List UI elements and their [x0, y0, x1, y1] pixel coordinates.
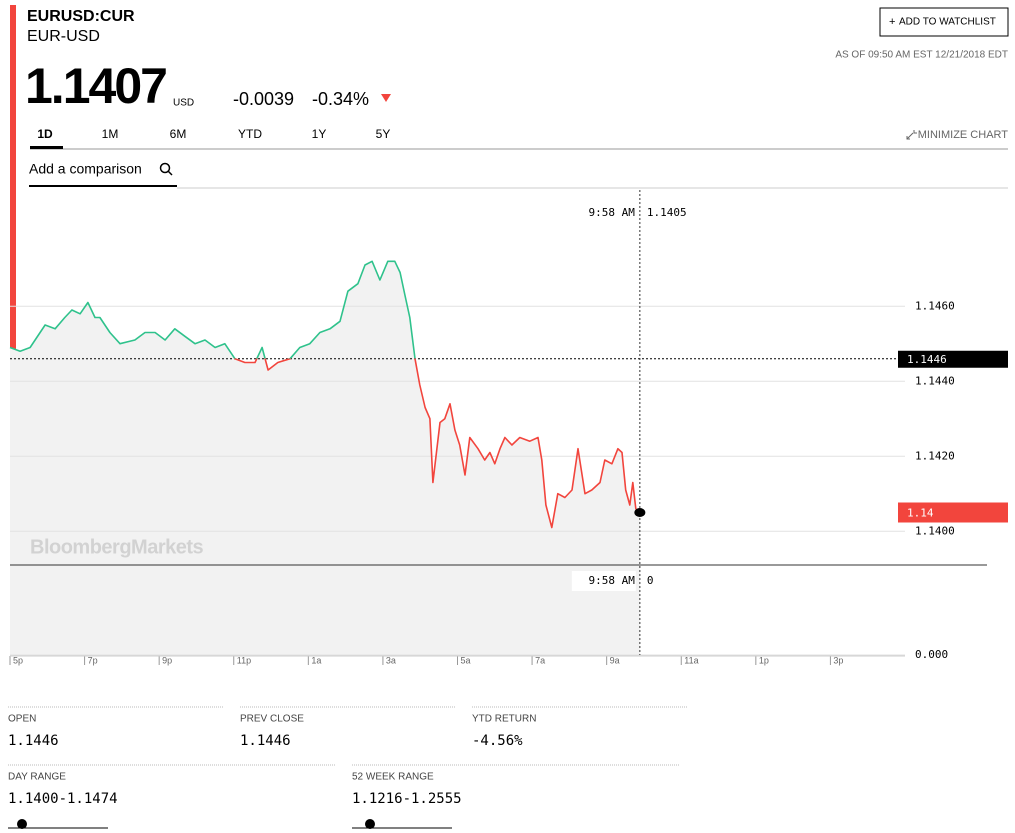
x-tick-label: 7p [88, 655, 98, 665]
last-label: 1.14 [907, 507, 934, 520]
reference-label: 1.1446 [907, 353, 947, 366]
instrument-name: EUR-USD [27, 28, 100, 45]
last-badge [898, 502, 1008, 523]
range-tab[interactable]: 5Y [376, 127, 391, 141]
y-tick-label: 1.1400 [915, 524, 955, 537]
comparison-placeholder: Add a comparison [29, 161, 142, 177]
stat-value: 1.1216-1.2555 [352, 791, 462, 807]
change-pct: -0.34% [312, 89, 369, 109]
x-tick-label: 1p [759, 655, 769, 665]
y-tick-label: 1.1420 [915, 449, 955, 462]
tooltip-box [571, 203, 636, 223]
stat-label: 52 WEEK RANGE [352, 772, 434, 783]
minimize-button[interactable]: MINIMIZE CHART [906, 129, 1009, 141]
stat-label: PREV CLOSE [240, 714, 304, 725]
x-tick-label: 7a [535, 655, 545, 665]
tooltip-box [571, 571, 636, 591]
reference-badge [898, 350, 1008, 368]
y-tick-label: 1.1460 [915, 299, 955, 312]
price-line [9, 260, 641, 529]
chart: BloombergMarkets 1.1400 1.1420 1.1440 1.1460… [9, 190, 1008, 665]
x-tick-label: 1a [311, 655, 321, 665]
x-tick-label: 3p [833, 655, 843, 665]
search-icon [159, 162, 171, 174]
x-tick-label: 9a [610, 655, 620, 665]
range-tab[interactable]: 6M [170, 127, 187, 141]
minimize-label: MINIMIZE CHART [918, 129, 1009, 141]
x-tick-label: 11p [237, 655, 251, 665]
range-tab[interactable]: YTD [238, 127, 262, 141]
tooltip-box [642, 203, 703, 223]
input-underline [29, 185, 177, 187]
stat-value: 1.1400-1.1474 [8, 791, 118, 807]
x-tick-label: 9p [162, 655, 172, 665]
range-tab[interactable]: 1Y [312, 127, 327, 141]
stats: OPEN 1.1446 PREV CLOSE 1.1446 YTD RETURN -4.5… [8, 706, 688, 807]
comparison-input[interactable]: Add a comparison [29, 161, 177, 187]
y-tick-label: 1.1440 [915, 374, 955, 387]
x-tick-label: 5p [13, 655, 23, 665]
tooltip-box [642, 571, 661, 591]
down-arrow [381, 94, 391, 102]
range-tab[interactable]: 1D [37, 127, 53, 141]
volume-tick-label: 0.000 [915, 648, 948, 661]
accent-bar [10, 5, 16, 355]
area [10, 261, 640, 565]
ticker: EURUSD:CUR [27, 8, 135, 25]
range-tab[interactable]: 1M [102, 127, 119, 141]
stat-value: 1.1446 [8, 733, 59, 749]
x-tick-label: 11a [684, 655, 698, 665]
minimize-icon [906, 130, 917, 140]
volume-panel [10, 565, 640, 655]
change: -0.0039 [233, 89, 294, 109]
price: 1.1407 [25, 58, 166, 114]
button-frame [879, 7, 1009, 37]
stat-label: DAY RANGE [8, 772, 66, 783]
x-tick-label: 5a [461, 655, 471, 665]
tooltip-time: 9:58 AM [588, 574, 635, 587]
currency: USD [173, 98, 194, 109]
stat-value: -4.56% [472, 733, 523, 749]
watchlist-button[interactable]: + ADD TO WATCHLIST [879, 7, 1009, 37]
active-tab-underline [30, 146, 63, 149]
plus: + [889, 16, 895, 28]
as-of: AS OF 09:50 AM EST 12/21/2018 EDT [835, 50, 1008, 61]
tooltip-value: 0 [647, 574, 654, 587]
day-range-dot [17, 819, 27, 829]
button-label: ADD TO WATCHLIST [899, 17, 996, 28]
watermark: BloombergMarkets [30, 536, 204, 558]
stat-label: YTD RETURN [472, 714, 536, 725]
search-icon-handle [167, 170, 173, 176]
stat-value: 1.1446 [240, 733, 291, 749]
stat-label: OPEN [8, 714, 36, 725]
cursor-dot [634, 508, 646, 517]
x-tick-label: 3a [386, 655, 396, 665]
tooltip-time: 9:58 AM [588, 206, 635, 219]
year-range-dot [365, 819, 375, 829]
tooltip-value: 1.1405 [647, 206, 687, 219]
